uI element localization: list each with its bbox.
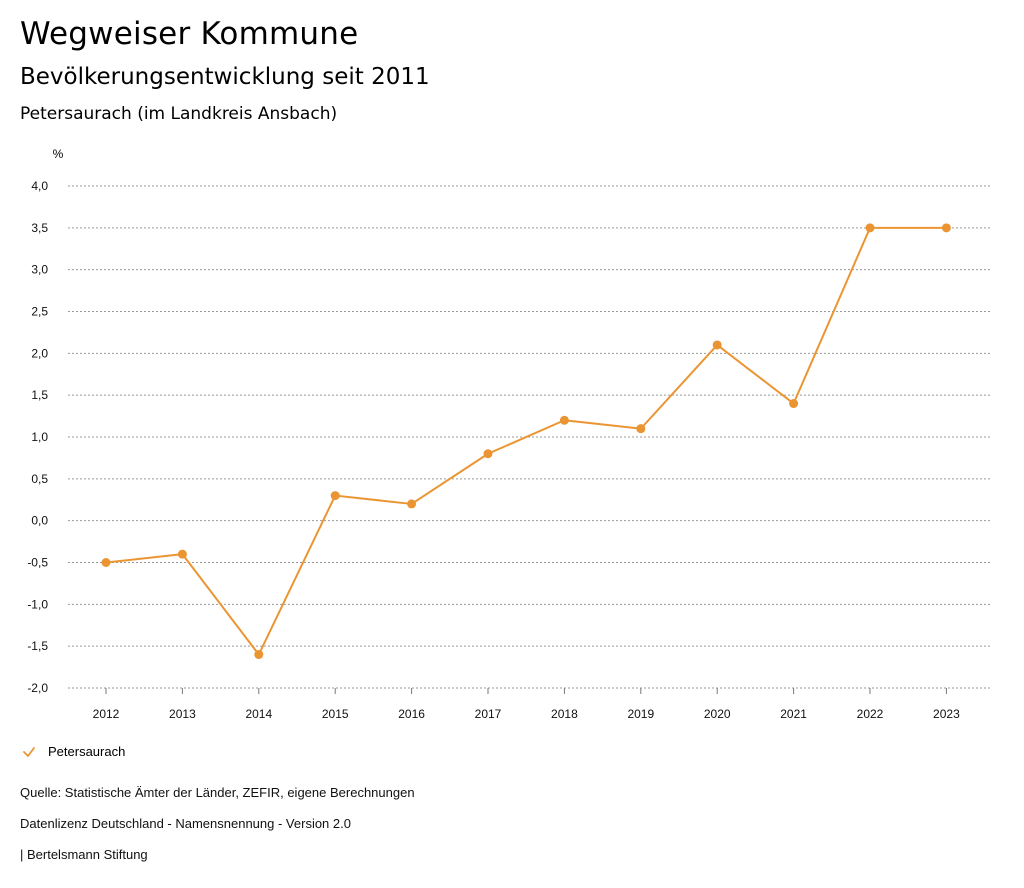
y-tick-label: -1,0 <box>27 597 48 611</box>
brand-note: | Bertelsmann Stiftung <box>20 847 148 862</box>
data-point[interactable] <box>559 415 569 425</box>
y-tick-label: 1,0 <box>31 430 48 444</box>
x-tick-label: 2023 <box>933 707 960 721</box>
y-tick-label: 3,5 <box>31 221 48 235</box>
y-tick-label: -2,0 <box>27 681 48 695</box>
y-tick-label: 3,0 <box>31 263 48 277</box>
y-tick-label: 0,5 <box>31 472 48 486</box>
data-point[interactable] <box>865 223 875 233</box>
data-point[interactable] <box>101 558 111 567</box>
x-tick-label: 2013 <box>169 707 196 721</box>
check-icon <box>23 746 35 757</box>
data-point[interactable] <box>712 340 722 350</box>
data-point[interactable] <box>330 491 340 501</box>
data-point[interactable] <box>636 424 646 434</box>
legend-label: Petersaurach <box>48 744 126 759</box>
series-line <box>105 226 947 656</box>
x-tick-label: 2014 <box>245 707 272 721</box>
x-tick-label: 2021 <box>780 707 807 721</box>
x-tick-label: 2012 <box>93 707 120 721</box>
y-tick-label: 0,0 <box>31 514 48 528</box>
y-tick-label: 2,0 <box>31 346 48 360</box>
y-tick-label: -1,5 <box>27 639 48 653</box>
chart-title: Wegweiser Kommune <box>20 16 359 52</box>
series-petersaurach <box>101 223 951 660</box>
chart-subtitle: Bevölkerungsentwicklung seit 2011 <box>20 64 430 90</box>
license-note: Datenlizenz Deutschland - Namensnennung … <box>20 816 351 831</box>
data-point[interactable] <box>483 449 493 459</box>
x-tick-label: 2017 <box>475 707 502 721</box>
y-tick-label: 2,5 <box>31 305 48 319</box>
y-tick-label: -0,5 <box>27 556 48 570</box>
line-chart: % 4,0 3,5 3,0 2,5 2,0 1,5 1,0 0,5 0,0 -0,5 -1,0 -1,… <box>27 147 990 721</box>
x-tick-label: 2022 <box>857 707 884 721</box>
data-point[interactable] <box>177 549 187 559</box>
grid-lines <box>68 185 990 689</box>
y-axis-unit-label: % <box>53 147 64 161</box>
x-tick-label: 2020 <box>704 707 731 721</box>
x-tick-label: 2015 <box>322 707 349 721</box>
data-point[interactable] <box>941 223 951 233</box>
source-note: Quelle: Statistische Ämter der Länder, Z… <box>20 785 415 800</box>
y-axis-ticks: 4,0 3,5 3,0 2,5 2,0 1,5 1,0 0,5 0,0 -0,5 -1,0 -1,5 -… <box>27 179 48 695</box>
y-tick-label: 1,5 <box>31 388 48 402</box>
legend[interactable]: Petersaurach <box>22 744 125 759</box>
data-point[interactable] <box>789 399 799 409</box>
x-tick-label: 2019 <box>627 707 654 721</box>
x-tick-label: 2018 <box>551 707 578 721</box>
x-tick-label: 2016 <box>398 707 425 721</box>
x-axis-ticks: 2012 2013 2014 2015 2016 2017 2018 2019 2020 2021… <box>93 688 960 721</box>
data-point[interactable] <box>407 499 417 509</box>
data-point[interactable] <box>254 650 264 660</box>
y-tick-label: 4,0 <box>31 179 48 193</box>
region-label: Petersaurach (im Landkreis Ansbach) <box>20 104 338 124</box>
